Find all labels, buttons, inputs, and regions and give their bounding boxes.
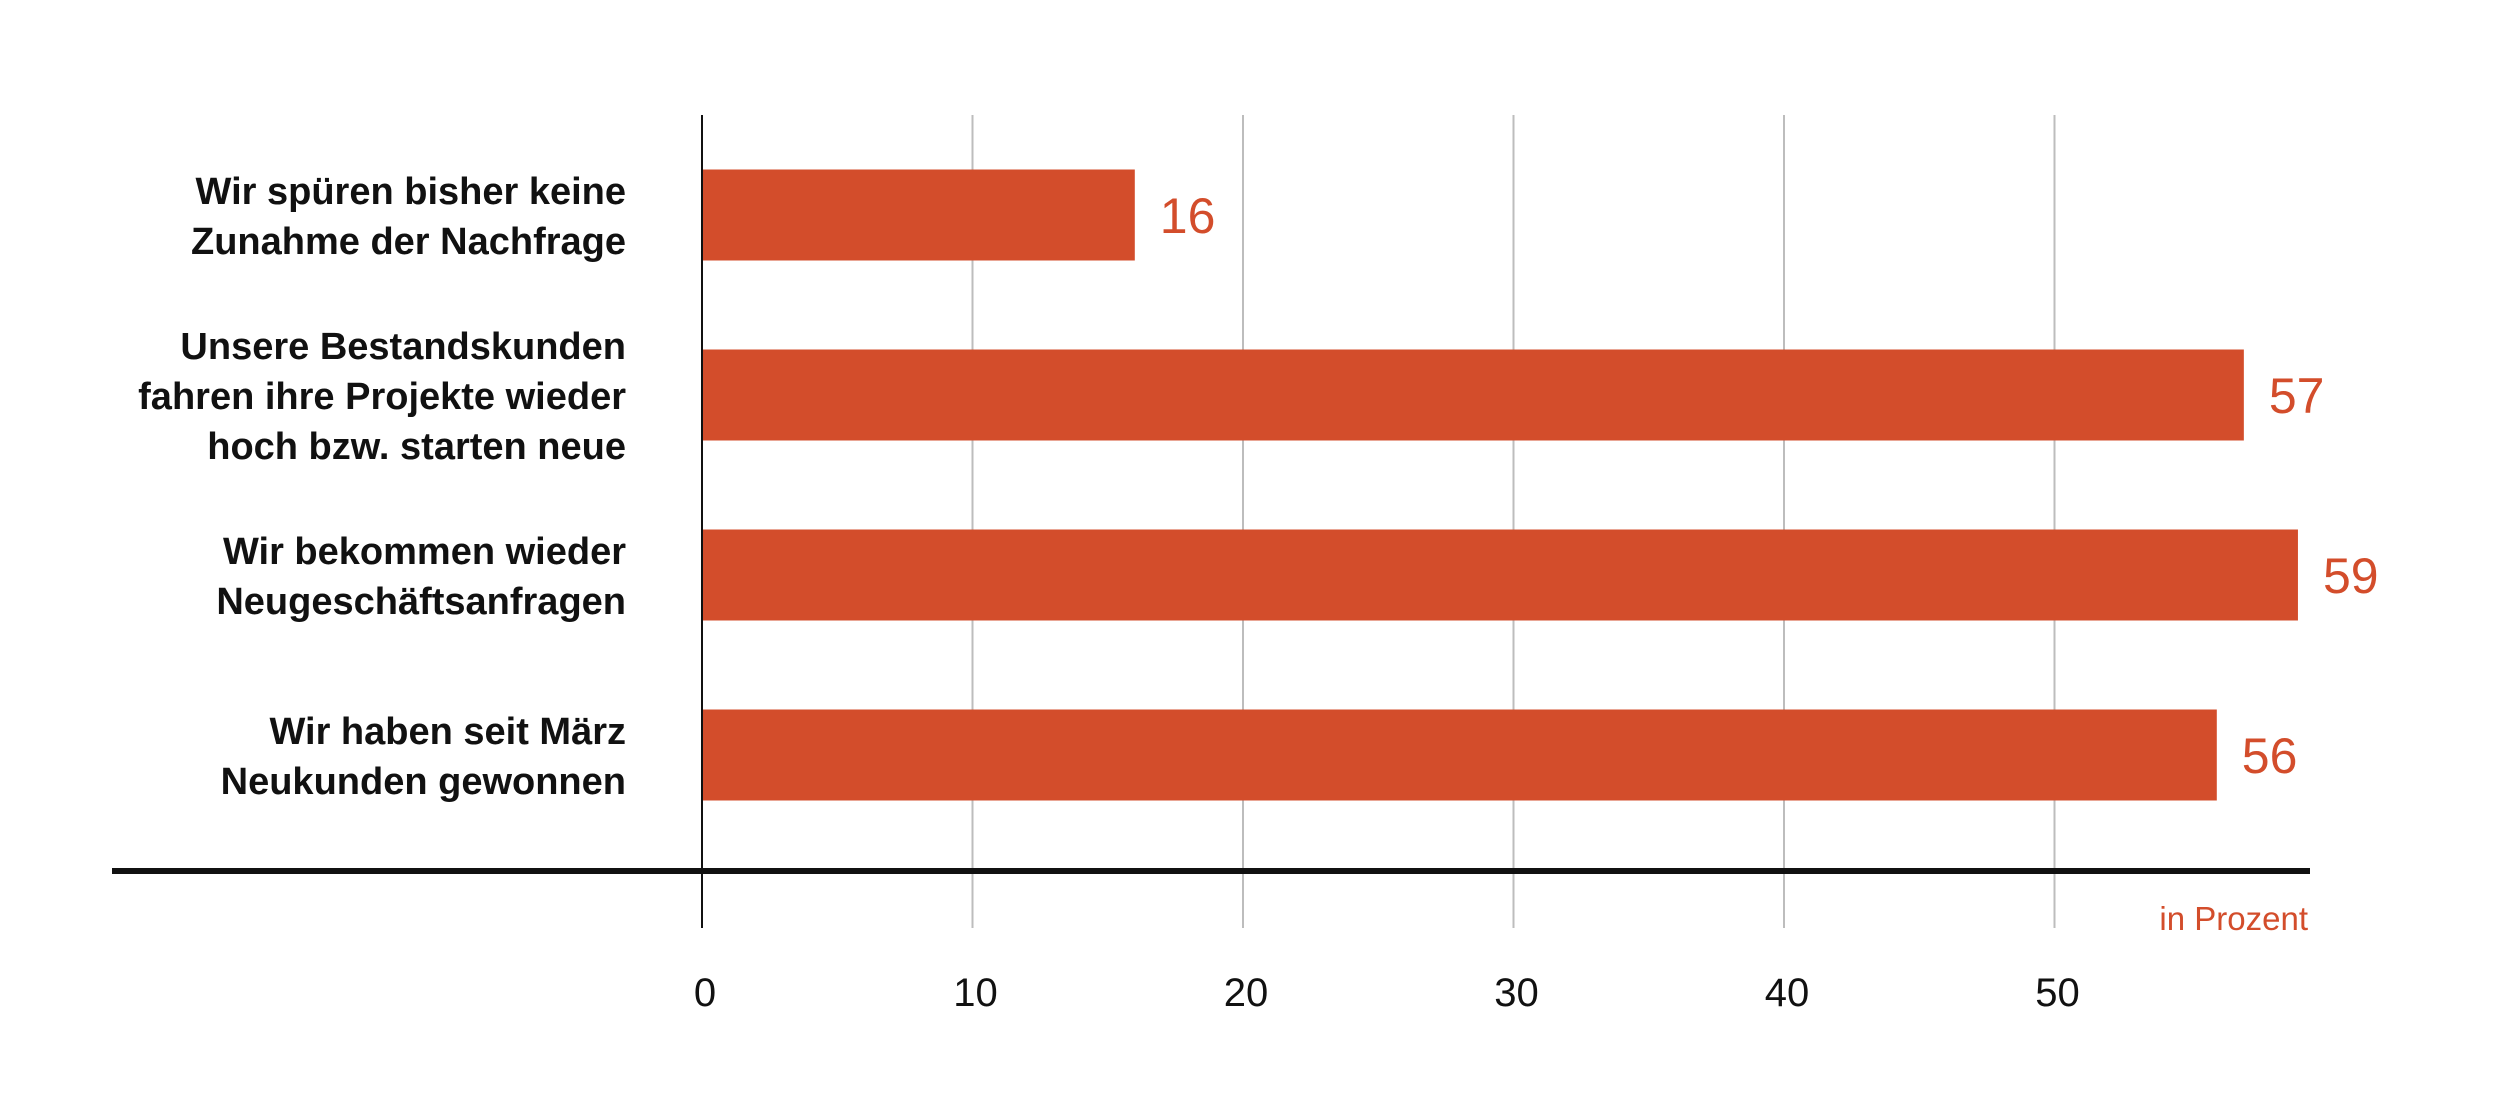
value-labels: 16 57 59 56 (1160, 188, 2379, 784)
axes (112, 115, 2310, 928)
category-label-4: Wir haben seit März Neukunden gewonnen (221, 711, 626, 803)
category-label-line: Unsere Bestandskunden (180, 326, 626, 368)
x-tick-labels: 0 10 20 30 40 50 (694, 971, 2080, 1015)
x-tick-label-30: 30 (1494, 971, 1539, 1015)
category-labels: Wir spüren bisher keine Zunahme der Nachf… (138, 171, 626, 803)
category-label-line: fahren ihre Projekte wieder (138, 376, 626, 418)
value-label-1: 16 (1160, 188, 1216, 244)
bar-1 (702, 169, 1135, 261)
category-label-3: Wir bekommen wieder Neugeschäftsanfragen (216, 531, 626, 623)
category-label-line: hoch bzw. starten neue (207, 426, 626, 468)
bar-4 (702, 709, 2217, 801)
category-label-line: Neukunden gewonnen (221, 761, 626, 803)
category-label-line: Neugeschäftsanfragen (216, 581, 626, 623)
x-tick-label-10: 10 (953, 971, 998, 1015)
bar-3 (702, 529, 2298, 621)
bars (702, 169, 2298, 801)
category-label-line: Wir bekommen wieder (223, 531, 626, 573)
x-tick-label-50: 50 (2035, 971, 2080, 1015)
value-label-2: 57 (2269, 368, 2325, 424)
category-label-2: Unsere Bestandskunden fahren ihre Projekt… (138, 326, 626, 468)
unit-label: in Prozent (2159, 900, 2308, 937)
category-label-1: Wir spüren bisher keine Zunahme der Nachf… (191, 171, 626, 263)
category-label-line: Wir spüren bisher keine (196, 171, 626, 213)
category-label-line: Zunahme der Nachfrage (191, 221, 626, 263)
x-tick-label-40: 40 (1765, 971, 1810, 1015)
category-label-line: Wir haben seit März (269, 711, 626, 753)
value-label-3: 59 (2323, 548, 2379, 604)
value-label-4: 56 (2242, 728, 2298, 784)
bar-2 (702, 349, 2244, 441)
x-tick-label-0: 0 (694, 971, 716, 1015)
x-tick-label-20: 20 (1224, 971, 1269, 1015)
